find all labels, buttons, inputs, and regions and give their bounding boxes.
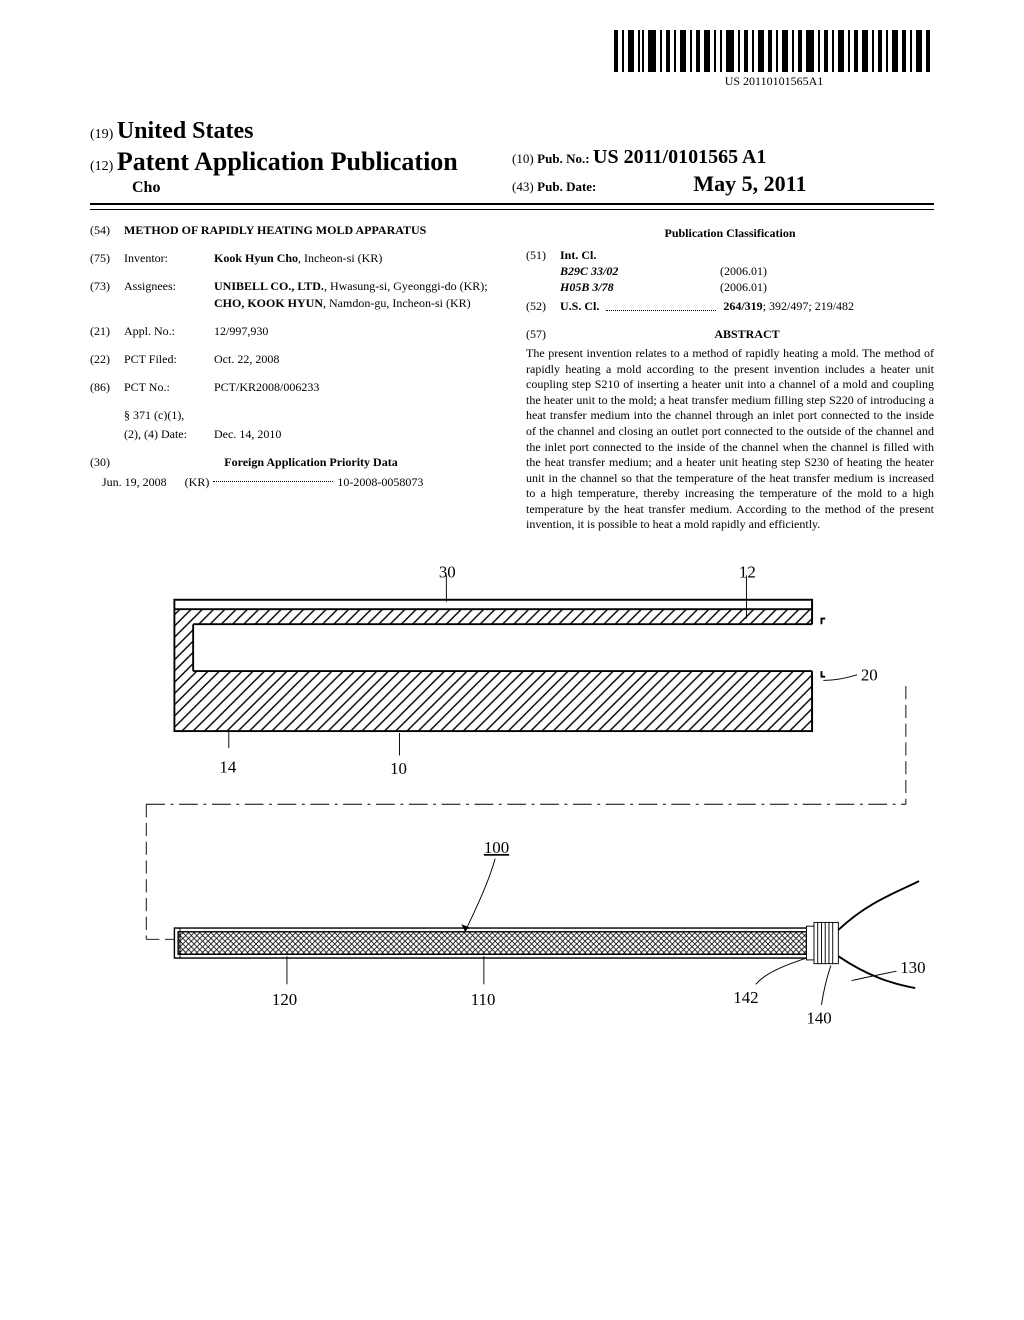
assignee2-loc: , Namdon-gu, Incheon-si (KR) (323, 296, 471, 310)
fig-label-20: 20 (861, 666, 878, 685)
intcl1: B29C 33/02 (560, 264, 618, 278)
figure-svg: 30 12 20 14 10 100 (90, 563, 934, 1053)
left-column: (54) METHOD OF RAPIDLY HEATING MOLD APPA… (90, 222, 498, 533)
uscl-code: (52) (526, 298, 560, 314)
para371-line2: (2), (4) Date: (124, 426, 214, 442)
assignee1-loc: , Hwasung-si, Gyeonggi-do (KR); (324, 279, 488, 293)
foreign-country: (KR) (185, 474, 210, 490)
abstract-label: ABSTRACT (560, 326, 934, 342)
abstract-text: The present invention relates to a metho… (526, 346, 934, 533)
fig-label-110: 110 (471, 990, 496, 1009)
fig-label-140: 140 (806, 1009, 831, 1028)
pub-no-code: (10) (512, 151, 534, 166)
intcl2: H05B 3/78 (560, 280, 614, 294)
doc-type: Patent Application Publication (117, 147, 458, 176)
barcode-text: US 20110101565A1 (614, 74, 934, 89)
dotfill-icon (606, 303, 716, 311)
abstract-code: (57) (526, 326, 560, 342)
assignee1: UNIBELL CO., LTD. (214, 279, 324, 293)
code-19: (19) (90, 127, 113, 142)
applno-label: Appl. No.: (124, 323, 214, 339)
foreign-code: (30) (90, 454, 124, 470)
inventor-loc: , Incheon-si (KR) (298, 251, 382, 265)
intcl-code: (51) (526, 247, 560, 296)
pubclass-title: Publication Classification (526, 226, 934, 241)
divider-thick (90, 203, 934, 205)
assignee-label: Assignees: (124, 278, 214, 310)
foreign-date: Jun. 19, 2008 (102, 474, 167, 490)
pub-date-label: Pub. Date: (537, 179, 596, 194)
barcode-svg (614, 30, 934, 72)
foreign-no: 10-2008-0058073 (337, 474, 423, 490)
applno: 12/997,930 (214, 323, 498, 339)
fig-label-100: 100 (484, 838, 509, 857)
fig-label-130: 130 (900, 958, 925, 977)
assignee-code: (73) (90, 278, 124, 310)
foreign-title: Foreign Application Priority Data (124, 454, 498, 470)
uscl-label: U.S. Cl. (560, 299, 599, 313)
pctfiled-code: (22) (90, 351, 124, 367)
pctno-code: (86) (90, 379, 124, 395)
pub-date-code: (43) (512, 179, 534, 194)
pub-no: US 2011/0101565 A1 (593, 146, 766, 168)
applno-code: (21) (90, 323, 124, 339)
divider-thin (90, 209, 934, 210)
inventor-code: (75) (90, 250, 124, 266)
fig-label-142: 142 (733, 988, 758, 1007)
barcode-block: US 20110101565A1 (614, 30, 934, 89)
assignee2: CHO, KOOK HYUN (214, 296, 323, 310)
intcl2-year: (2006.01) (720, 279, 767, 295)
pub-no-label: Pub. No.: (537, 151, 589, 166)
country: United States (117, 118, 254, 144)
para371-line1: § 371 (c)(1), (124, 407, 184, 423)
uscl-first: 264/319 (723, 299, 762, 313)
invention-title: METHOD OF RAPIDLY HEATING MOLD APPARATUS (124, 222, 498, 238)
right-column: Publication Classification (51) Int. Cl.… (526, 222, 934, 533)
pub-date: May 5, 2011 (693, 171, 806, 196)
pctno-label: PCT No.: (124, 379, 214, 395)
pub-date-line: (43) Pub. Date: May 5, 2011 (512, 171, 934, 197)
fig-label-30: 30 (439, 563, 456, 581)
fig-label-120: 120 (272, 990, 297, 1009)
pub-no-line: (10) Pub. No.: US 2011/0101565 A1 (512, 146, 934, 169)
intcl1-year: (2006.01) (720, 263, 767, 279)
fig-label-12: 12 (739, 563, 756, 581)
uscl-rest: ; 392/497; 219/482 (763, 299, 854, 313)
pctfiled-label: PCT Filed: (124, 351, 214, 367)
code-12: (12) (90, 159, 113, 174)
header-doctype-line: (12) Patent Application Publication (90, 147, 512, 177)
inventor-label: Inventor: (124, 250, 214, 266)
para371-date: Dec. 14, 2010 (214, 426, 498, 442)
author: Cho (90, 179, 512, 197)
fig-label-10: 10 (390, 759, 407, 778)
title-code: (54) (90, 222, 124, 238)
header-country-line: (19) United States (90, 118, 512, 145)
inventor-name: Kook Hyun Cho (214, 251, 298, 265)
pctfiled: Oct. 22, 2008 (214, 351, 498, 367)
fig-label-14: 14 (219, 757, 236, 776)
pctno: PCT/KR2008/006233 (214, 379, 498, 395)
dotfill-icon (213, 474, 333, 482)
intcl-label: Int. Cl. (560, 247, 934, 263)
figure: 30 12 20 14 10 100 (90, 563, 934, 1053)
